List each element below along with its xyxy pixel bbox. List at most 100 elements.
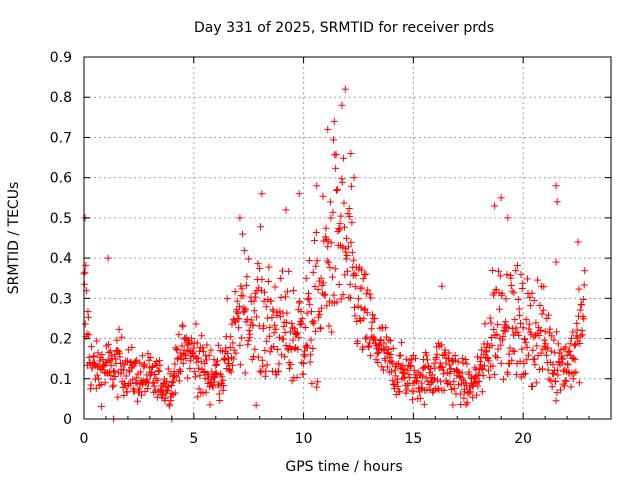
data-point bbox=[576, 340, 584, 348]
data-point bbox=[288, 319, 296, 327]
data-point bbox=[471, 373, 479, 381]
data-point bbox=[440, 386, 448, 394]
data-point bbox=[234, 309, 242, 317]
data-point bbox=[513, 262, 521, 270]
data-point bbox=[466, 388, 474, 396]
data-point bbox=[358, 266, 366, 274]
data-point bbox=[575, 379, 583, 387]
data-point bbox=[561, 377, 569, 385]
data-point bbox=[265, 332, 273, 340]
data-point bbox=[216, 396, 224, 404]
data-point bbox=[576, 306, 584, 314]
data-point bbox=[327, 214, 335, 222]
data-point bbox=[362, 270, 370, 278]
data-point bbox=[504, 324, 512, 332]
data-point bbox=[525, 320, 533, 328]
data-point bbox=[263, 361, 271, 369]
data-point bbox=[171, 360, 179, 368]
data-point bbox=[515, 331, 523, 339]
data-point bbox=[293, 329, 301, 337]
data-point bbox=[435, 364, 443, 372]
data-point bbox=[174, 354, 182, 362]
data-point bbox=[87, 343, 95, 351]
data-point bbox=[192, 373, 200, 381]
data-point bbox=[97, 380, 105, 388]
data-point bbox=[497, 194, 505, 202]
data-point bbox=[365, 339, 373, 347]
data-point bbox=[93, 371, 101, 379]
data-point bbox=[556, 386, 564, 394]
data-point bbox=[304, 343, 312, 351]
data-point bbox=[333, 185, 341, 193]
data-point bbox=[307, 336, 315, 344]
data-point bbox=[114, 393, 122, 401]
data-point bbox=[266, 324, 274, 332]
data-point bbox=[368, 325, 376, 333]
data-point bbox=[177, 368, 185, 376]
data-point bbox=[122, 372, 130, 380]
data-point bbox=[143, 376, 151, 384]
data-point bbox=[417, 371, 425, 379]
data-point bbox=[314, 378, 322, 386]
data-point bbox=[342, 255, 350, 263]
data-point bbox=[195, 385, 203, 393]
data-point bbox=[496, 272, 504, 280]
data-point bbox=[258, 356, 266, 364]
data-point bbox=[311, 327, 319, 335]
data-point bbox=[440, 370, 448, 378]
data-point bbox=[175, 331, 183, 339]
data-point bbox=[408, 396, 416, 404]
data-point bbox=[351, 303, 359, 311]
data-point bbox=[326, 198, 334, 206]
data-point bbox=[450, 384, 458, 392]
data-point bbox=[230, 355, 238, 363]
data-point bbox=[202, 352, 210, 360]
data-point bbox=[456, 390, 464, 398]
data-point bbox=[325, 322, 333, 330]
data-point bbox=[518, 345, 526, 353]
data-point bbox=[368, 318, 376, 326]
data-point bbox=[275, 367, 283, 375]
data-point bbox=[203, 341, 211, 349]
data-point bbox=[497, 359, 505, 367]
data-point bbox=[104, 254, 112, 262]
data-point bbox=[533, 342, 541, 350]
data-point bbox=[460, 394, 468, 402]
data-point bbox=[333, 187, 341, 195]
data-point bbox=[343, 234, 351, 242]
data-point bbox=[336, 220, 344, 228]
data-point bbox=[129, 376, 137, 384]
data-point bbox=[324, 125, 332, 133]
data-point bbox=[203, 356, 211, 364]
data-point bbox=[335, 225, 343, 233]
data-point bbox=[238, 285, 246, 293]
data-point bbox=[545, 375, 553, 383]
data-point bbox=[502, 318, 510, 326]
data-point bbox=[260, 322, 268, 330]
data-point bbox=[95, 381, 103, 389]
data-point bbox=[262, 367, 270, 375]
data-point bbox=[344, 210, 352, 218]
data-point bbox=[227, 333, 235, 341]
data-point bbox=[545, 311, 553, 319]
data-point bbox=[520, 359, 528, 367]
data-point bbox=[182, 354, 190, 362]
data-point bbox=[403, 386, 411, 394]
data-point bbox=[484, 367, 492, 375]
data-point bbox=[354, 337, 362, 345]
data-point bbox=[535, 365, 543, 373]
data-point bbox=[388, 359, 396, 367]
data-point bbox=[154, 366, 162, 374]
data-point bbox=[562, 343, 570, 351]
data-point bbox=[549, 370, 557, 378]
data-point bbox=[532, 319, 540, 327]
data-point bbox=[328, 328, 336, 336]
data-point bbox=[508, 356, 516, 364]
data-point bbox=[353, 317, 361, 325]
data-point bbox=[540, 283, 548, 291]
data-point bbox=[213, 361, 221, 369]
data-point bbox=[454, 358, 462, 366]
data-point bbox=[288, 377, 296, 385]
data-point bbox=[126, 368, 134, 376]
data-point bbox=[366, 290, 374, 298]
